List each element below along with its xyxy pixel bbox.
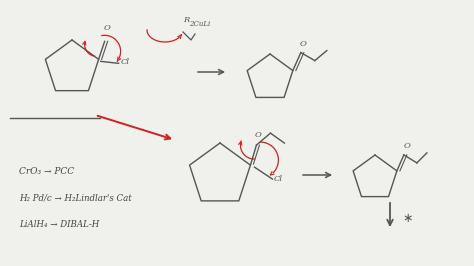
Text: R: R [183, 16, 189, 24]
Text: Cl: Cl [120, 58, 129, 66]
Text: Cl: Cl [273, 175, 283, 183]
Text: O: O [255, 131, 262, 139]
Text: LiAlH₄ → DIBAL-H: LiAlH₄ → DIBAL-H [19, 220, 99, 229]
Text: CrO₃ → PCC: CrO₃ → PCC [19, 167, 74, 176]
Text: ∗: ∗ [402, 211, 412, 225]
Text: O: O [300, 40, 306, 48]
Text: O: O [403, 142, 410, 150]
Text: 2CuLi: 2CuLi [189, 20, 210, 28]
Text: O: O [103, 24, 110, 32]
Text: H₂ Pd/c → H₂Lindlar's Cat: H₂ Pd/c → H₂Lindlar's Cat [19, 194, 132, 203]
